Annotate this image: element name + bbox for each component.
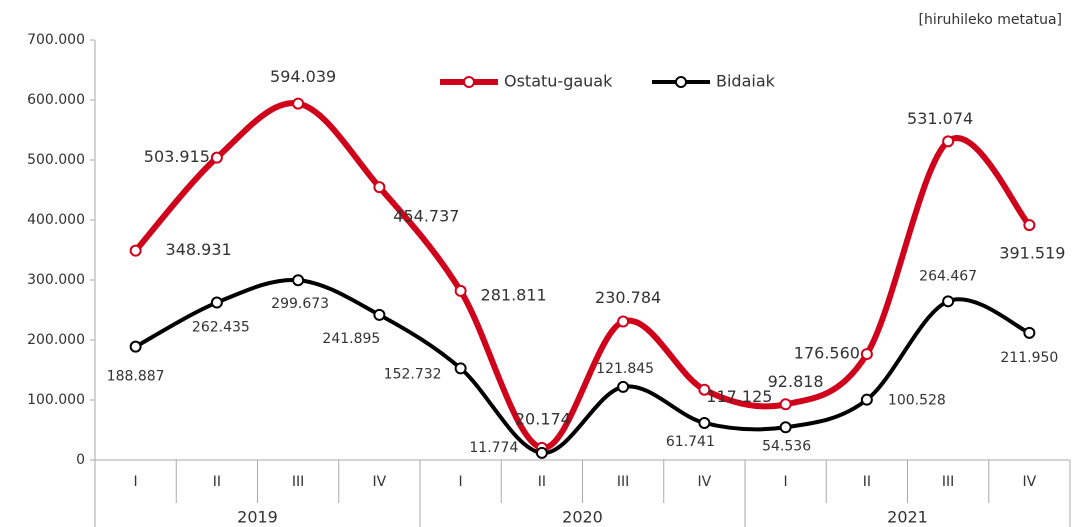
value-label: 211.950 (1000, 350, 1058, 366)
value-label: 391.519 (999, 244, 1065, 263)
year-label: 2021 (887, 508, 928, 527)
x-tick-label: IV (373, 474, 387, 490)
point (1023, 326, 1036, 339)
legend-marker (463, 76, 475, 88)
x-tick-label: I (459, 474, 463, 490)
value-label: 152.732 (384, 366, 442, 382)
value-label: 241.895 (322, 331, 380, 347)
annotation: [hiruhileko metatua] (919, 12, 1062, 28)
y-tick-label: 600.000 (27, 92, 85, 108)
value-label: 100.528 (888, 393, 946, 409)
value-label: 121.845 (596, 361, 654, 377)
x-tick-label: III (292, 474, 304, 490)
x-tick-label: IV (698, 474, 712, 490)
point (617, 380, 630, 393)
x-tick-label: I (784, 474, 788, 490)
value-label: 11.774 (469, 440, 518, 456)
point (617, 315, 630, 328)
point (373, 308, 386, 321)
y-tick-label: 700.000 (27, 32, 85, 48)
x-tick-label: I (134, 474, 138, 490)
point (454, 362, 467, 375)
value-label: 188.887 (107, 369, 165, 385)
value-label: 262.435 (192, 320, 250, 336)
point (129, 340, 142, 353)
value-label: 281.811 (481, 285, 547, 304)
point (292, 97, 305, 110)
value-label: 454.737 (393, 207, 459, 226)
point (942, 295, 955, 308)
point (698, 383, 711, 396)
value-label: 54.536 (762, 438, 811, 454)
y-tick-label: 400.000 (27, 212, 85, 228)
y-tick-label: 500.000 (27, 152, 85, 168)
y-tick-label: 100.000 (27, 392, 85, 408)
value-label: 230.784 (595, 288, 661, 307)
value-label: 299.673 (271, 296, 329, 312)
point (210, 151, 223, 164)
value-label: 503.915 (144, 147, 210, 166)
point (454, 284, 467, 297)
x-tick-label: III (617, 474, 629, 490)
value-label: 176.560 (794, 344, 860, 363)
y-tick-label: 200.000 (27, 332, 85, 348)
legend-marker (675, 76, 687, 88)
legend-label: Bidaiak (716, 72, 776, 91)
y-tick-label: 0 (76, 452, 85, 468)
point (860, 348, 873, 361)
point (373, 181, 386, 194)
value-label: 264.467 (919, 268, 977, 284)
point (860, 393, 873, 406)
point (942, 135, 955, 148)
point (210, 296, 223, 309)
point (779, 421, 792, 434)
series-line (133, 278, 1032, 455)
value-label: 61.741 (666, 434, 715, 450)
x-tick-label: III (942, 474, 954, 490)
value-label: 20.174 (515, 409, 571, 428)
year-label: 2020 (562, 508, 603, 527)
x-tick-label: II (538, 474, 546, 490)
x-tick-label: II (213, 474, 221, 490)
y-tick-label: 300.000 (27, 272, 85, 288)
legend-label: Ostatu-gauak (504, 72, 613, 91)
point (535, 446, 548, 459)
point (779, 398, 792, 411)
point (1023, 219, 1036, 232)
point (292, 274, 305, 287)
value-label: 92.818 (768, 372, 824, 391)
value-label: 531.074 (907, 109, 973, 128)
year-label: 2019 (237, 508, 278, 527)
value-label: 348.931 (166, 240, 232, 259)
value-label: 594.039 (270, 67, 336, 86)
value-label: 117.125 (706, 387, 772, 406)
x-tick-label: IV (1023, 474, 1037, 490)
point (129, 244, 142, 257)
point (698, 416, 711, 429)
x-tick-label: II (863, 474, 871, 490)
